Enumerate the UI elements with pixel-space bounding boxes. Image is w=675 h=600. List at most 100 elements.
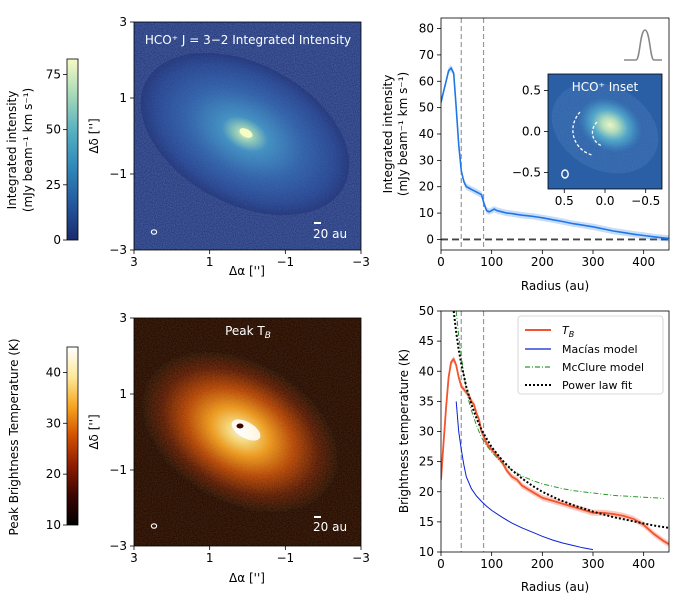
peak-tb-ylabel: Δδ [''] — [87, 414, 101, 449]
colorbar-tick-label: 10 — [46, 518, 61, 532]
inset-beam — [561, 169, 569, 179]
radial-intensity-ylabel-line2: (mJy beam⁻¹ km s⁻¹) — [396, 72, 410, 196]
intensity-profile-line — [441, 66, 669, 240]
x-tick-label: 3 — [130, 551, 138, 565]
x-tick-label: 200 — [531, 255, 554, 269]
y-tick-label: 0.0 — [522, 125, 541, 139]
power-law-fit-line — [452, 311, 669, 529]
colorbar-tick-label: 75 — [46, 67, 61, 81]
x-tick-label: 1 — [206, 551, 214, 565]
y-tick-label: −1 — [109, 167, 127, 181]
y-tick-label: 40 — [419, 364, 434, 378]
x-tick-label: −1 — [276, 255, 294, 269]
radial-intensity-plot: 0 100 200 300 400 0 10 20 30 40 50 60 70 80 — [419, 18, 669, 269]
moment0-beam — [150, 229, 158, 235]
colorbar-peak-tb-label: Peak Brightness Temperature (K) — [7, 338, 21, 535]
y-tick-label: 30 — [419, 425, 434, 439]
legend-label-mcclure: McClure model — [562, 361, 644, 374]
macias-model-line — [455, 401, 594, 551]
colorbar-tick-label: 0 — [53, 233, 61, 247]
y-tick-label: 20 — [419, 485, 434, 499]
colorbar-intensity-label-line2: (mJy beam⁻¹ km s⁻¹) — [21, 88, 35, 212]
y-tick-label: 40 — [419, 127, 434, 141]
y-tick-label: 50 — [419, 101, 434, 115]
x-tick-label: 300 — [582, 255, 605, 269]
inset-disc-texture — [551, 82, 659, 174]
y-tick-label: 35 — [419, 394, 434, 408]
colorbar-intensity-ticks: 0 25 50 75 — [46, 67, 67, 247]
moment0-title: HCO⁺ J = 3−2 Integrated Intensity — [145, 33, 351, 47]
moment0-scalebar-label: 20 au — [313, 227, 347, 241]
peak-tb-scalebar-label: 20 au — [313, 520, 347, 534]
colorbar-tick-label: 20 — [46, 467, 61, 481]
y-tick-label: 3 — [119, 15, 127, 29]
y-tick-label: −3 — [109, 243, 127, 257]
peak-tb-cavity — [236, 423, 244, 429]
inset-title: HCO⁺ Inset — [572, 80, 639, 94]
colorbar-tick-label: 30 — [46, 416, 61, 430]
beam-profile-icon — [624, 29, 662, 61]
y-tick-label: 0 — [426, 232, 434, 246]
x-tick-label: −0.5 — [631, 194, 660, 208]
panel-peak-tb: Peak TB 20 au 3 1 −1 −331−1−3 Δα [''] Δδ ['… — [87, 311, 370, 585]
peak-tb-beam — [150, 523, 158, 529]
colorbar-peak-tb: 10 20 30 40 Peak Brightness Temperature (K) — [7, 338, 79, 536]
x-tick-label: −3 — [352, 255, 370, 269]
peak-tb-xlabel: Δα [''] — [229, 571, 265, 585]
x-tick-label: 0 — [437, 557, 445, 571]
legend-label-macias: Macías model — [562, 343, 638, 356]
x-tick-label: 0.5 — [555, 194, 574, 208]
y-tick-label: 0.5 — [522, 83, 541, 97]
x-tick-label: 400 — [632, 255, 655, 269]
radial-tb-plot: 0 100 200 300 400 10 15 20 25 30 35 40 45 50 — [419, 304, 669, 571]
y-tick-label: 70 — [419, 48, 434, 62]
y-tick-label: −1 — [109, 463, 127, 477]
colorbar-intensity: 0 25 50 75 Integrated intensity (mJy beam⁻¹… — [5, 58, 79, 247]
colorbar-tick-label: 25 — [46, 178, 61, 192]
y-tick-label: 1 — [119, 387, 127, 401]
inset-arc-outer — [572, 111, 593, 156]
inset-axes: 0.5 0.0 −0.5 0.5 0.0 −0.5 — [512, 83, 660, 208]
y-tick-label: −0.5 — [512, 166, 541, 180]
y-tick-label: 60 — [419, 74, 434, 88]
x-tick-label: 100 — [480, 557, 503, 571]
moment0-core — [239, 128, 253, 138]
y-tick-label: 50 — [419, 304, 434, 318]
y-tick-label: 10 — [419, 545, 434, 559]
panel-radial-tb: 0 100 200 300 400 10 15 20 25 30 35 40 45 50 Radius (… — [397, 304, 670, 594]
y-tick-label: 45 — [419, 334, 434, 348]
x-tick-label: 100 — [480, 255, 503, 269]
inset: HCO⁺ Inset 0.5 0.0 −0.5 0.5 0.0 −0.5 — [512, 73, 663, 208]
radial-intensity-ylabel-line1: Integrated intensity — [381, 75, 395, 194]
y-tick-label: 15 — [419, 515, 434, 529]
radial-tb-ylabel: Brightness temperature (K) — [397, 349, 411, 513]
x-tick-label: 3 — [130, 255, 138, 269]
x-tick-label: −3 — [352, 551, 370, 565]
y-tick-label: 30 — [419, 153, 434, 167]
radial-tb-xlabel: Radius (au) — [521, 580, 589, 594]
y-tick-label: 1 — [119, 91, 127, 105]
y-tick-label: 25 — [419, 455, 434, 469]
y-tick-label: 3 — [119, 311, 127, 325]
x-tick-label: 1 — [206, 255, 214, 269]
x-tick-label: 0 — [437, 255, 445, 269]
tb-profile-line — [441, 357, 669, 545]
colorbar-peak-tb-ticks: 10 20 30 40 — [46, 365, 67, 532]
plot-area — [441, 18, 669, 250]
colorbar-peak-tb-bar — [66, 346, 79, 526]
legend: TB Macías model McClure model Power law … — [517, 315, 664, 395]
colorbar-intensity-label-line1: Integrated intensity — [5, 91, 19, 210]
x-tick-label: −1 — [276, 551, 294, 565]
x-tick-label: 200 — [531, 557, 554, 571]
y-tick-label: 10 — [419, 206, 434, 220]
peak-tb-axes: 3 1 −1 −331−1−3 — [109, 311, 370, 565]
y-tick-label: 80 — [419, 22, 434, 36]
moment0-axes: 3 1 −1 −331−1−3 — [109, 15, 370, 269]
radial-intensity-xlabel: Radius (au) — [521, 279, 589, 293]
moment0-xlabel: Δα [''] — [229, 264, 265, 278]
panel-moment0: HCO⁺ J = 3−2 Integrated Intensity 20 au … — [87, 15, 370, 278]
mcclure-model-line — [455, 311, 664, 499]
legend-label-powerlaw: Power law fit — [562, 379, 633, 392]
colorbar-tick-label: 50 — [46, 123, 61, 137]
